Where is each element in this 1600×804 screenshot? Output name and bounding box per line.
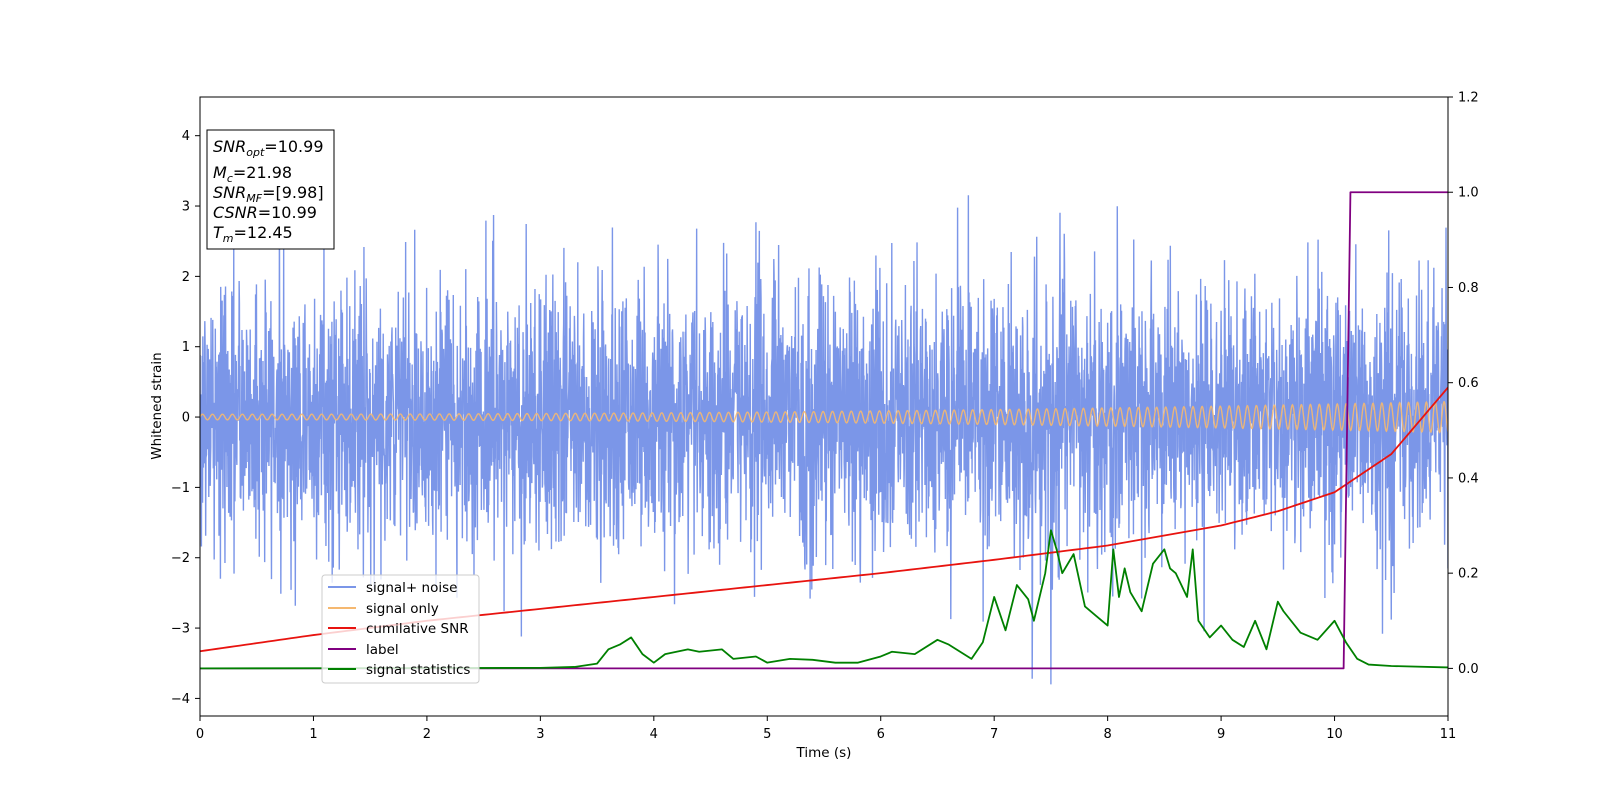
x-axis-label: Time (s) — [796, 745, 852, 761]
info-value: =[9.98] — [262, 183, 324, 202]
info-line: Mc=21.98 — [213, 163, 292, 185]
y-tick-label: 1 — [182, 340, 190, 355]
x-tick-label: 4 — [650, 727, 658, 742]
legend: signal+ noise signal only cumilative SNR la… — [321, 574, 480, 684]
y-tick-label: −1 — [171, 481, 190, 496]
legend-label: label — [366, 642, 399, 658]
x-tick-label: 11 — [1440, 727, 1457, 742]
y2-tick-label: 0.6 — [1458, 376, 1479, 391]
x-tick-label: 1 — [309, 727, 317, 742]
y2-tick-label: 1.2 — [1458, 91, 1479, 106]
info-value: =12.45 — [234, 223, 293, 242]
axes: 0 1 2 3 4 5 6 7 8 9 10 11 −4 −3 −2 −1 0 1 2 3 4 0.0 0.2 0.4 0.6 0… — [171, 91, 1479, 743]
y2-tick-label: 0.8 — [1458, 281, 1479, 296]
y-axis-label: Whitened strain — [149, 352, 165, 459]
info-line: SNRMF=[9.98] — [213, 183, 324, 205]
y2-tick-label: 1.0 — [1458, 186, 1479, 201]
series-signal-only-line — [200, 400, 1448, 434]
y2-tick-label: 0.4 — [1458, 471, 1479, 486]
x-tick-label: 2 — [423, 727, 431, 742]
x-tick-label: 8 — [1103, 727, 1111, 742]
info-subscript: m — [223, 232, 234, 245]
info-line: CSNR=10.99 — [213, 203, 317, 222]
x-tick-label: 9 — [1217, 727, 1225, 742]
x-tick-label: 0 — [196, 727, 204, 742]
y2-tick-label: 0.2 — [1458, 567, 1479, 582]
y-tick-label: 4 — [182, 129, 190, 144]
info-subscript: c — [227, 172, 233, 185]
series-signal-statistics-line — [200, 529, 1448, 670]
info-symbol: SNR — [213, 137, 246, 156]
info-value: =21.98 — [233, 163, 292, 182]
info-subscript: opt — [246, 146, 265, 159]
info-symbol: CSNR — [213, 203, 258, 222]
y-tick-label: 2 — [182, 270, 190, 285]
y-tick-label: −2 — [171, 551, 190, 566]
info-line: SNRopt=10.99 — [213, 137, 324, 159]
y-tick-label: 0 — [182, 411, 190, 426]
info-value: =10.99 — [258, 203, 317, 222]
x-tick-label: 5 — [763, 727, 771, 742]
y-tick-label: −3 — [171, 622, 190, 637]
x-tick-label: 10 — [1326, 727, 1343, 742]
info-box-frame — [206, 129, 335, 250]
legend-label: signal only — [366, 601, 439, 617]
info-symbol: SNR — [213, 183, 246, 202]
info-subscript: MF — [246, 192, 262, 205]
y2-tick-label: 0.0 — [1458, 662, 1479, 677]
legend-label: signal+ noise — [366, 580, 457, 596]
y-tick-label: −4 — [171, 692, 190, 707]
x-tick-label: 3 — [536, 727, 544, 742]
info-symbol: M — [213, 163, 227, 182]
legend-frame — [321, 574, 480, 684]
info-annotation-box: SNRopt=10.99Mc=21.98SNRMF=[9.98]CSNR=10.… — [206, 129, 335, 250]
plot-frame — [199, 96, 1449, 717]
y-tick-label: 3 — [182, 200, 190, 215]
series-label-line — [200, 191, 1448, 670]
x-tick-label: 7 — [990, 727, 998, 742]
legend-label: cumilative SNR — [366, 621, 469, 637]
legend-label: signal statistics — [366, 662, 470, 678]
info-line: Tm=12.45 — [213, 223, 293, 245]
series-signal-noise-line — [200, 195, 1448, 685]
info-value: =10.99 — [264, 137, 323, 156]
x-tick-label: 6 — [877, 727, 885, 742]
info-symbol: T — [213, 223, 224, 242]
